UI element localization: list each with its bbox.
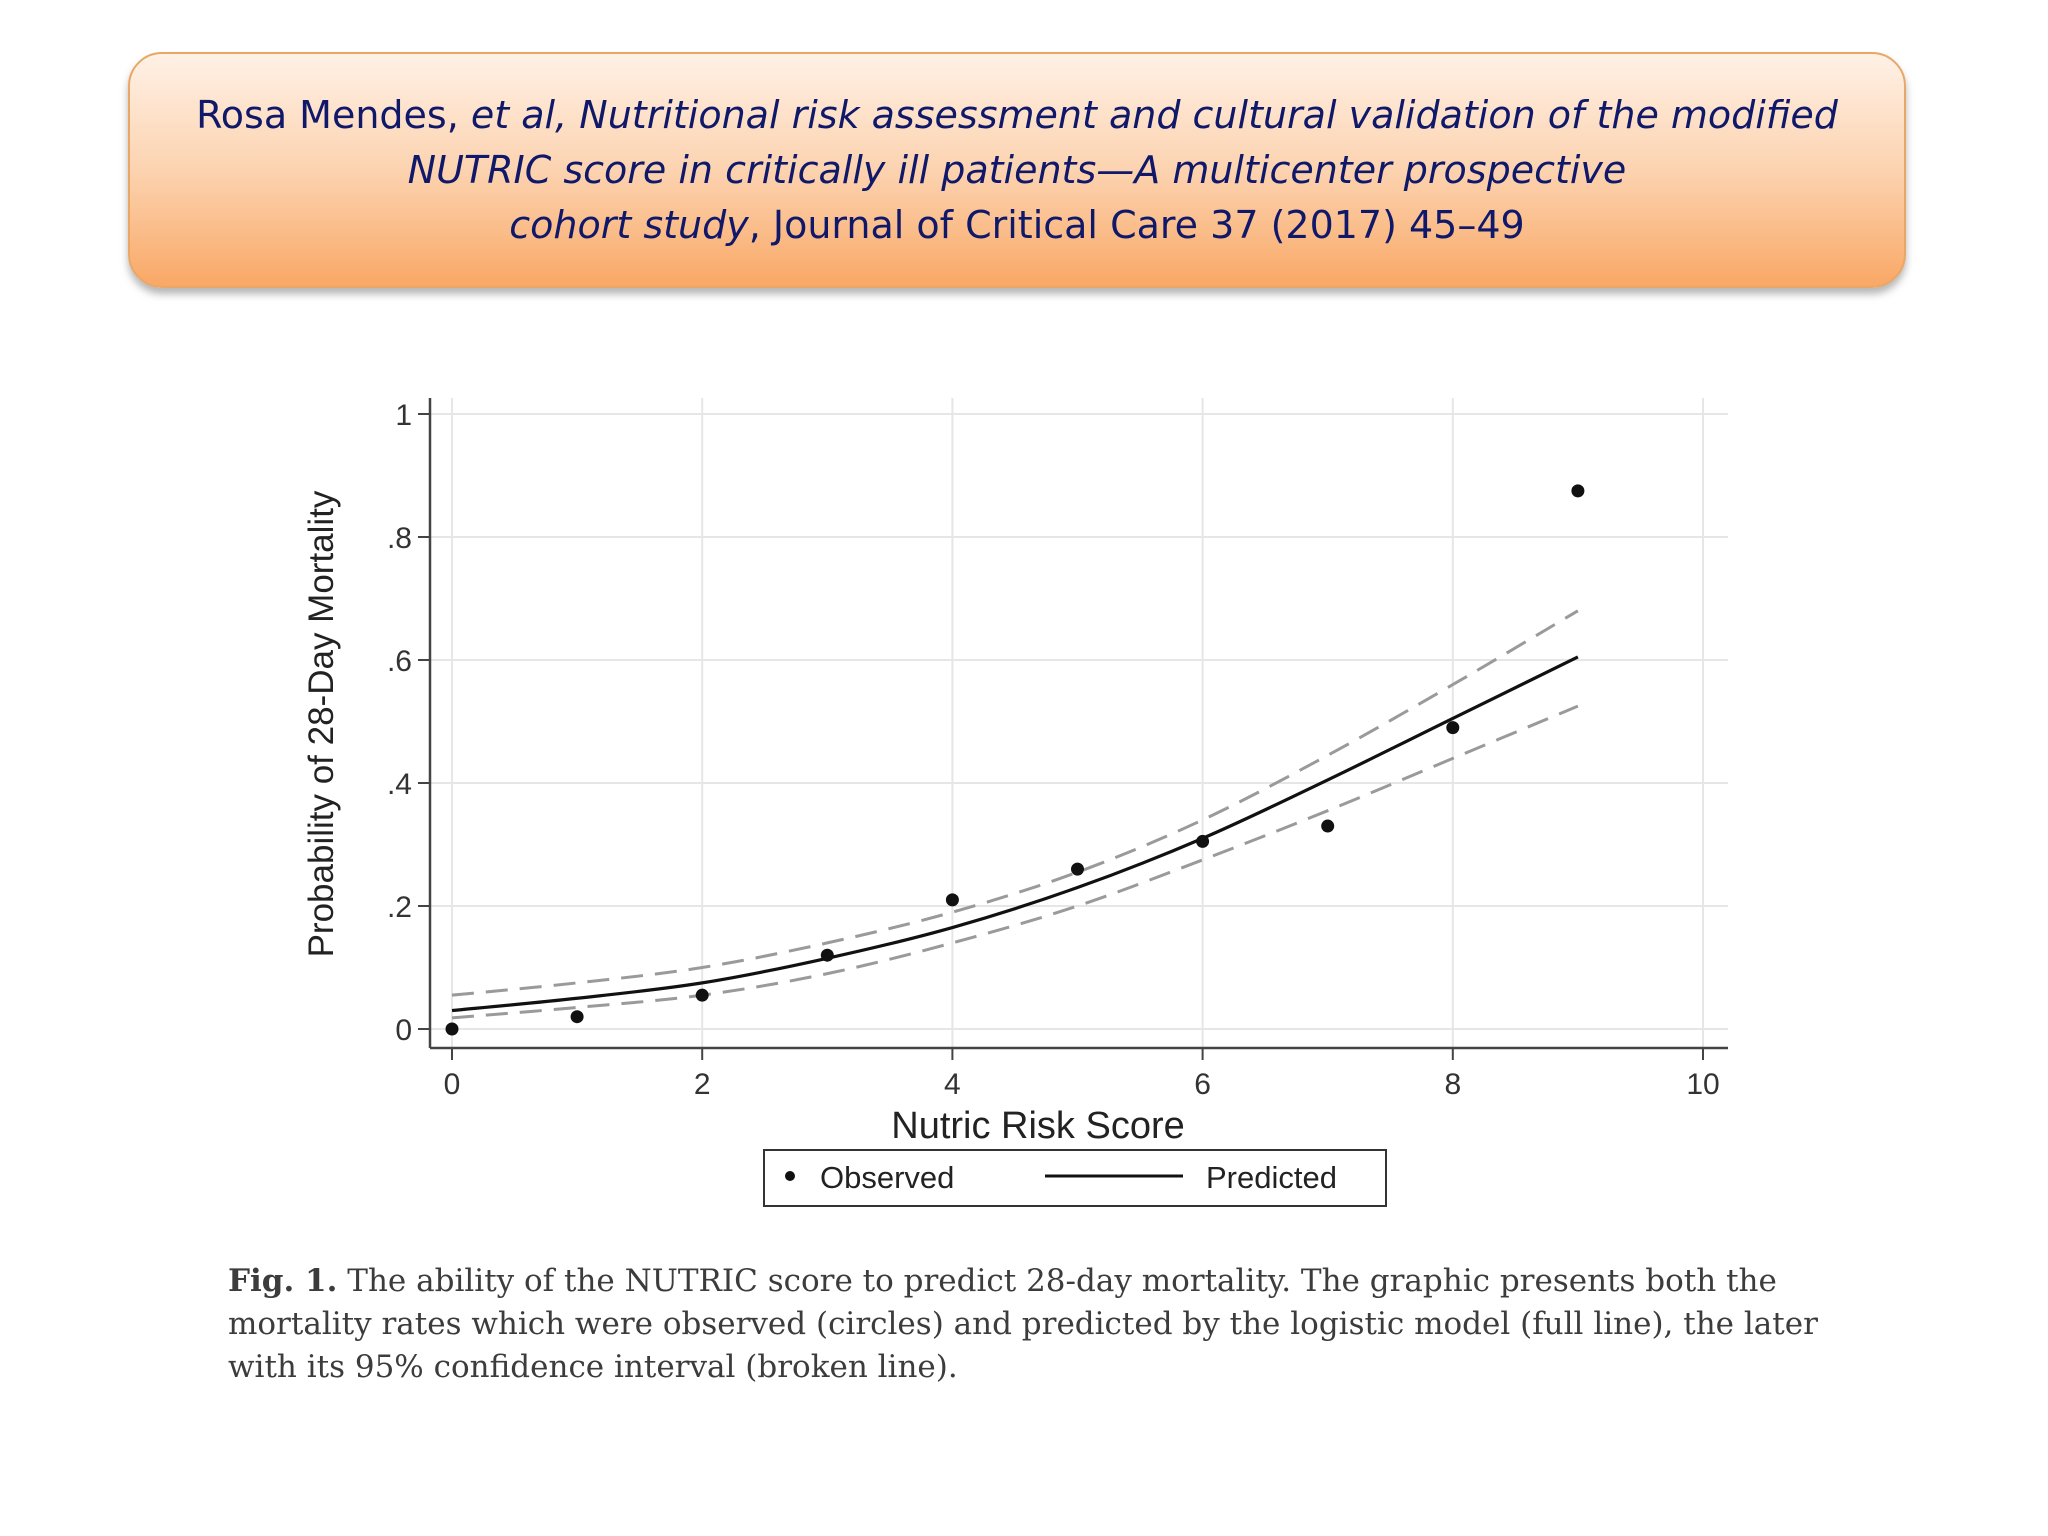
x-tick-label: 4 bbox=[944, 1068, 961, 1101]
y-tick-label: .8 bbox=[387, 522, 412, 555]
y-axis-label: Probability of 28-Day Mortality bbox=[302, 490, 341, 957]
citation-box: Rosa Mendes, et al, Nutritional risk ass… bbox=[128, 52, 1906, 288]
observed-point bbox=[570, 1010, 584, 1024]
y-tick-label: .2 bbox=[387, 891, 412, 924]
ci-dashed-line bbox=[451, 609, 1579, 997]
citation-title-line2: NUTRIC score in critically ill patients—… bbox=[407, 147, 1627, 192]
legend-predicted-label: Predicted bbox=[1206, 1160, 1337, 1195]
citation-title-line3: cohort study bbox=[509, 202, 749, 247]
citation-comma: , bbox=[555, 92, 580, 137]
x-tick-label: 6 bbox=[1194, 1068, 1211, 1101]
x-tick-label: 0 bbox=[444, 1068, 461, 1101]
observed-point bbox=[1571, 484, 1585, 498]
ci-dashed-line bbox=[451, 704, 1579, 1020]
citation-journal: , Journal of Critical Care 37 (2017) 45–… bbox=[748, 202, 1525, 247]
x-axis-label: Nutric Risk Score bbox=[891, 1105, 1185, 1147]
legend-box bbox=[763, 1149, 1387, 1207]
legend-observed-marker bbox=[785, 1171, 795, 1181]
observed-point bbox=[1446, 721, 1460, 735]
x-tick-label: 8 bbox=[1444, 1068, 1461, 1101]
observed-point bbox=[445, 1022, 459, 1036]
y-tick-label: 1 bbox=[395, 399, 412, 432]
observed-point bbox=[1071, 862, 1084, 876]
observed-point bbox=[1321, 819, 1335, 833]
citation-text: Rosa Mendes, et al, Nutritional risk ass… bbox=[156, 88, 1878, 253]
observed-point bbox=[695, 988, 709, 1002]
x-tick-label: 2 bbox=[694, 1068, 711, 1101]
chart-axes: 0 2 4 6 8 10 0 .2 .4 .6 .8 1 bbox=[387, 398, 1728, 1101]
y-tick-label: .6 bbox=[387, 645, 412, 678]
chart-series bbox=[445, 484, 1585, 1036]
y-tick-label: .4 bbox=[387, 768, 412, 801]
citation-et-al: et al bbox=[470, 92, 556, 137]
chart-grid bbox=[430, 398, 1728, 1048]
y-tick-label: 0 bbox=[395, 1014, 412, 1047]
figure-caption: Fig. 1. The ability of the NUTRIC score … bbox=[228, 1260, 1828, 1389]
legend-observed-label: Observed bbox=[820, 1160, 954, 1195]
predicted-line bbox=[451, 655, 1579, 1013]
citation-authors: Rosa Mendes, bbox=[196, 92, 471, 137]
figure-label: Fig. 1. bbox=[228, 1263, 338, 1299]
observed-point bbox=[945, 893, 959, 907]
figure-caption-text: The ability of the NUTRIC score to predi… bbox=[228, 1263, 1818, 1385]
observed-point bbox=[1196, 834, 1210, 848]
observed-point bbox=[820, 948, 834, 962]
legend: Observed Predicted bbox=[763, 1149, 1387, 1207]
x-tick-label: 10 bbox=[1686, 1068, 1719, 1101]
citation-title-line1: Nutritional risk assessment and cultural… bbox=[579, 92, 1838, 137]
